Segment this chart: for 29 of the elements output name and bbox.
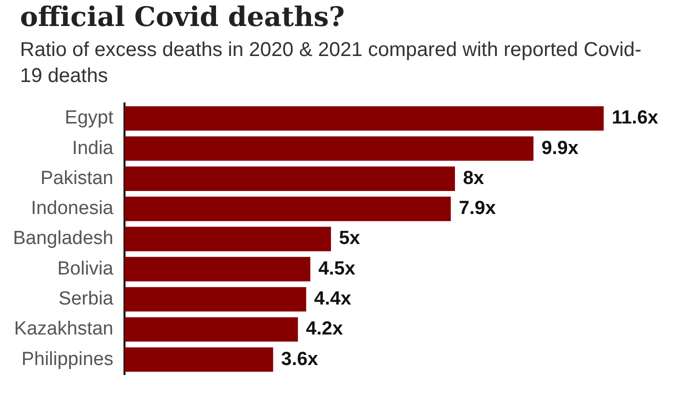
data-label: 4.2x xyxy=(306,318,344,340)
bar xyxy=(124,196,451,222)
bar xyxy=(124,226,331,252)
y-tick-label: Indonesia xyxy=(30,198,114,220)
y-tick-label: Pakistan xyxy=(40,168,114,189)
data-label: 4.5x xyxy=(318,258,356,280)
data-label: 8x xyxy=(462,168,485,189)
y-tick-label: Bangladesh xyxy=(12,228,114,250)
data-label: 3.6x xyxy=(281,348,319,370)
bar xyxy=(124,166,455,191)
data-label: 4.4x xyxy=(314,288,352,310)
bar xyxy=(124,317,298,342)
bar xyxy=(124,287,306,312)
data-label: 9.9x xyxy=(541,138,579,159)
bar xyxy=(124,256,310,282)
y-tick-label: Kazakhstan xyxy=(14,318,114,340)
chart-title: official Covid deaths? xyxy=(20,2,346,33)
y-tick-label: Egypt xyxy=(64,108,114,129)
data-label: 5x xyxy=(338,228,361,250)
y-tick-label: Philippines xyxy=(21,348,114,370)
bar xyxy=(124,136,534,161)
y-tick-label: India xyxy=(72,138,114,159)
chart-subtitle: Ratio of excess deaths in 2020 & 2021 compared with reported Covid-19 deaths xyxy=(20,38,642,89)
y-tick-label: Serbia xyxy=(58,288,114,310)
y-tick-label: Bolivia xyxy=(57,258,114,280)
data-label: 11.6x xyxy=(612,108,659,129)
data-label: 7.9x xyxy=(458,198,496,220)
bar xyxy=(124,106,604,131)
bar xyxy=(124,347,274,372)
